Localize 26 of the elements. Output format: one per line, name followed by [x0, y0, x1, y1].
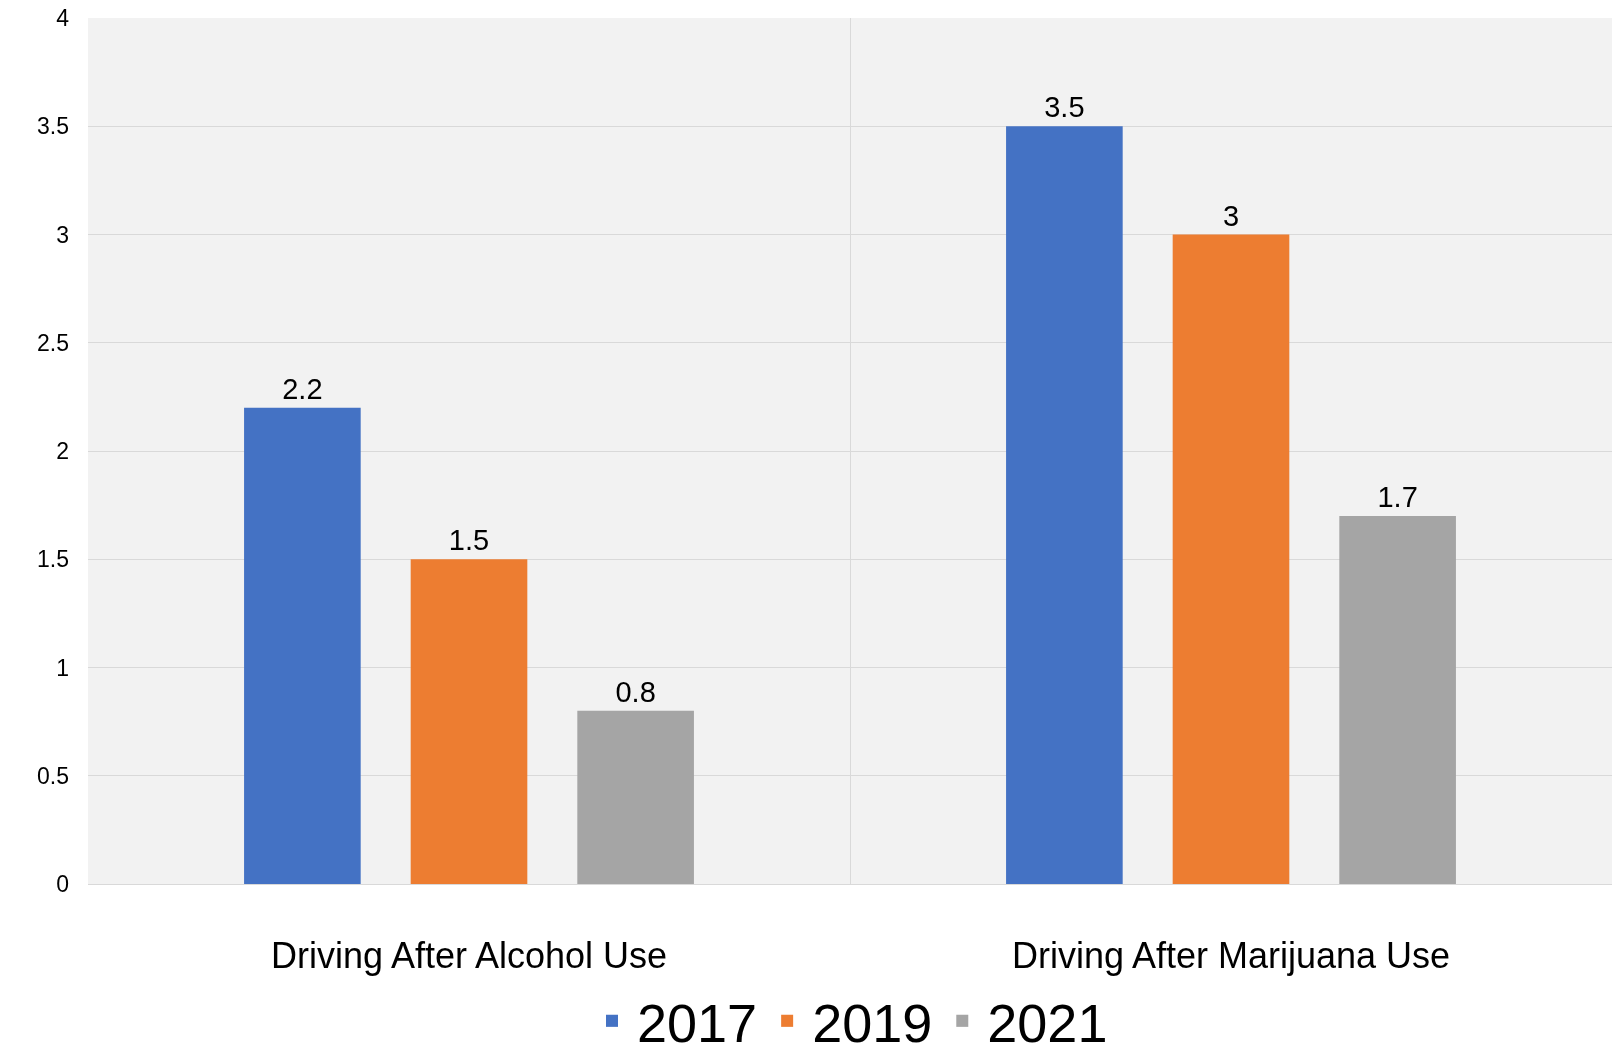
bar [577, 710, 694, 884]
data-label: 1.7 [1377, 480, 1418, 513]
bar [244, 407, 361, 884]
legend-label: 2021 [987, 992, 1108, 1053]
data-label: 3.5 [1044, 91, 1085, 124]
x-tick-label: Driving After Marijuana Use [1011, 935, 1451, 977]
bar [1172, 234, 1290, 884]
y-tick-label: 4 [56, 5, 70, 32]
legend-label: 2019 [812, 992, 933, 1053]
y-tick-label: 2.5 [37, 329, 69, 356]
data-label: 3 [1222, 199, 1240, 232]
y-tick-label: 3 [56, 221, 69, 248]
bar [1006, 126, 1123, 884]
data-label: 1.5 [448, 524, 490, 557]
bar [410, 559, 528, 884]
data-label: 0.8 [615, 675, 656, 708]
legend-label: 2017 [637, 992, 758, 1053]
bar [1339, 515, 1456, 884]
y-tick-label: 3.5 [37, 113, 69, 140]
y-tick-label: 0.5 [37, 762, 69, 789]
y-tick-label: 2 [56, 438, 69, 465]
y-tick-label: 1 [56, 654, 69, 681]
y-tick-label: 0 [56, 871, 69, 898]
y-tick-label: 1.5 [37, 546, 69, 573]
x-tick-label: Driving After Alcohol Use [270, 935, 668, 977]
data-label: 2.2 [282, 372, 323, 405]
